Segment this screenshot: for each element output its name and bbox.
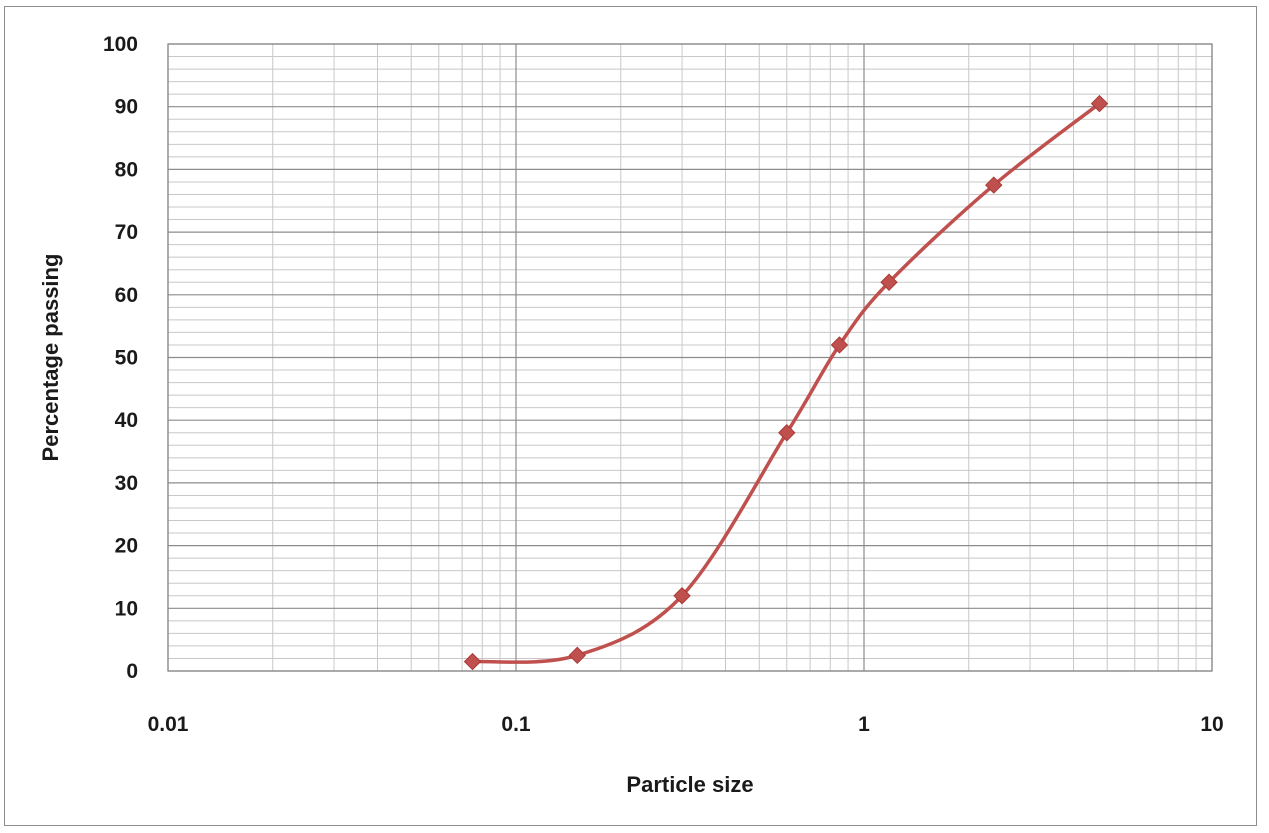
x-axis-title: Particle size	[626, 772, 753, 797]
data-point-marker	[778, 424, 796, 442]
y-tick-label: 60	[115, 284, 138, 307]
data-point-marker	[830, 336, 849, 354]
y-tick-label: 70	[115, 221, 138, 244]
y-tick-label: 50	[115, 347, 138, 370]
data-point-marker	[463, 652, 482, 671]
y-tick-label: 10	[115, 597, 138, 620]
data-point-marker	[568, 646, 586, 665]
y-tick-label: 30	[115, 472, 138, 495]
y-tick-label: 40	[115, 409, 138, 432]
data-point-marker	[985, 176, 1003, 194]
y-tick-labels: 0 10 20 30 40 50 60 70 80 90 100	[103, 33, 138, 683]
series-line	[472, 102, 1101, 664]
x-tick-label: 0.01	[148, 713, 189, 736]
x-tick-label: 10	[1200, 713, 1223, 736]
series-layer	[463, 94, 1109, 671]
x-tick-label: 0.1	[501, 713, 531, 736]
y-tick-label: 90	[115, 96, 138, 119]
data-point-marker	[673, 587, 691, 605]
y-tick-label: 100	[103, 33, 138, 56]
x-tick-labels: 0.01 0.1 1 10	[148, 713, 1224, 736]
y-tick-label: 0	[126, 660, 138, 683]
y-tick-label: 20	[115, 535, 138, 558]
plot-area-border	[167, 43, 1213, 672]
x-tick-label: 1	[858, 713, 870, 736]
y-axis-title: Percentage passing	[38, 254, 63, 462]
data-point-marker	[880, 273, 898, 291]
y-tick-label: 80	[115, 158, 138, 181]
data-point-marker	[1090, 94, 1109, 113]
